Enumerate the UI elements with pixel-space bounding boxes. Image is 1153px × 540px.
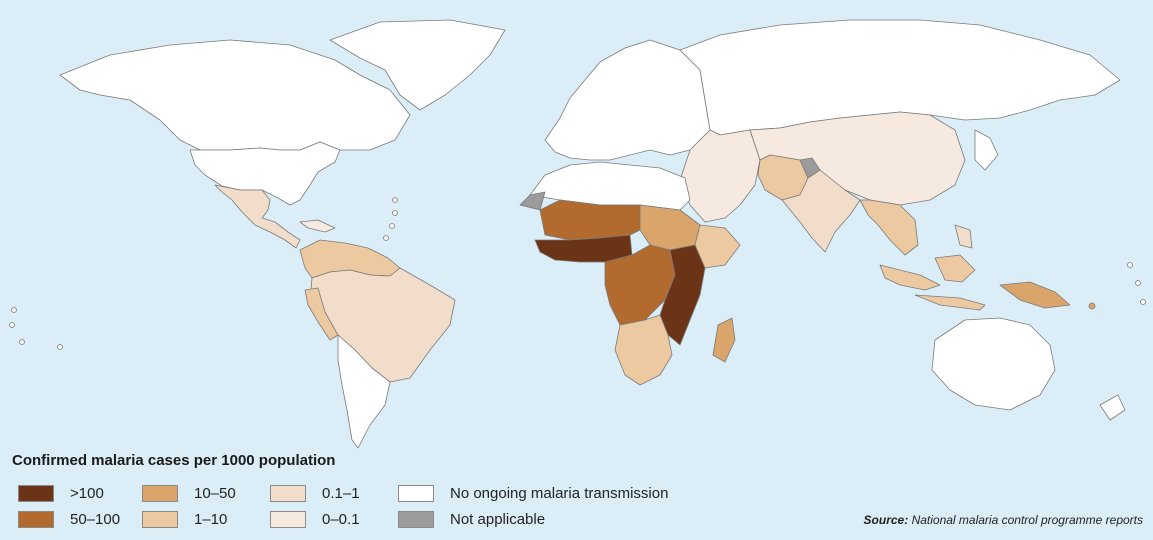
legend-label: 0.1–1: [322, 485, 360, 502]
legend-label: Not applicable: [450, 511, 546, 528]
region-peru: [304, 287, 339, 341]
region-sahel-west: [539, 199, 651, 241]
island-caribbean-4: [383, 235, 389, 241]
region-japan: [974, 129, 999, 171]
region-sudan-chad: [639, 204, 701, 251]
map-legend: Confirmed malaria cases per 1000 populat…: [12, 450, 732, 535]
island-caribbean-3: [389, 223, 395, 229]
legend-label: 10–50: [194, 485, 236, 502]
legend-swatch: [142, 511, 178, 528]
island-pacific-3: [19, 339, 25, 345]
legend-label: No ongoing malaria transmission: [450, 485, 669, 502]
source-note: Source: National malaria control program…: [864, 513, 1143, 527]
region-borneo: [934, 254, 976, 283]
region-caribbean: [299, 219, 336, 233]
region-sulawesi-timor: [914, 294, 986, 311]
region-europe: [544, 39, 711, 161]
legend-swatch: [270, 485, 306, 502]
legend-swatch: [270, 511, 306, 528]
region-mexico-central-america: [214, 184, 301, 249]
legend-swatch: [142, 485, 178, 502]
legend-swatch: [398, 511, 434, 528]
legend-swatch: [18, 485, 54, 502]
island-caribbean-1: [392, 197, 398, 203]
island-solomon: [1088, 302, 1096, 310]
region-indonesia: [879, 264, 941, 291]
region-east-africa: [659, 244, 706, 346]
region-greenland: [329, 19, 506, 111]
region-west-africa-coast: [534, 234, 633, 263]
island-pacific-1: [11, 307, 17, 313]
island-pacific-6: [1135, 280, 1141, 286]
island-pacific-2: [9, 322, 15, 328]
region-philippines: [954, 224, 973, 249]
legend-swatch: [398, 485, 434, 502]
region-new-guinea: [999, 281, 1071, 309]
region-southern-africa: [614, 314, 673, 386]
island-caribbean-2: [392, 210, 398, 216]
legend-label: 0–0.1: [322, 511, 360, 528]
island-pacific-7: [1140, 299, 1146, 305]
region-australia: [931, 317, 1056, 411]
region-western-sahara: [519, 191, 546, 211]
legend-label: 50–100: [70, 511, 121, 528]
region-madagascar: [712, 317, 736, 363]
legend-title: Confirmed malaria cases per 1000 populat…: [12, 452, 336, 469]
region-southeast-asia: [859, 199, 919, 256]
legend-swatch: [18, 511, 54, 528]
island-pacific-4: [57, 344, 63, 350]
legend-label: >100: [70, 485, 104, 502]
source-text: National malaria control programme repor…: [911, 513, 1143, 527]
source-prefix: Source:: [863, 513, 909, 527]
island-pacific-5: [1127, 262, 1133, 268]
region-southern-cone: [337, 334, 391, 449]
region-new-zealand: [1099, 394, 1126, 421]
region-india: [781, 169, 861, 253]
legend-label: 1–10: [194, 511, 228, 528]
